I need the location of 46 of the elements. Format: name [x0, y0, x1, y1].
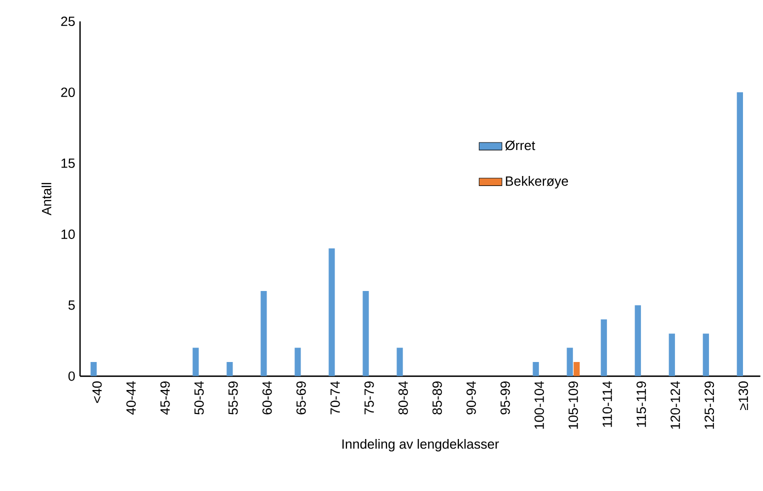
y-tick-label: 10 [62, 230, 75, 240]
bar [574, 362, 580, 376]
bar [396, 348, 403, 376]
y-axis-title: Antall [42, 183, 52, 216]
bar [192, 348, 199, 376]
y-tick-label: 5 [68, 300, 75, 310]
bar [532, 362, 539, 376]
x-tick-label: 60-64 [262, 381, 272, 414]
x-tick-label: 85-89 [432, 382, 442, 414]
x-tick-label: 80-84 [398, 381, 408, 414]
y-tick-label: 15 [62, 158, 75, 168]
bar [634, 305, 641, 376]
bar [328, 248, 335, 376]
x-tick-label: <40 [92, 381, 102, 403]
x-tick-label: 105-109 [568, 382, 578, 429]
x-axis-title: Inndeling av lengdeklasser [342, 439, 499, 452]
bar [668, 334, 675, 376]
x-tick-label: 65-69 [296, 382, 306, 414]
x-tick-label: 100-104 [534, 381, 544, 429]
x-tick-label: 70-74 [330, 381, 340, 414]
x-tick-label: 45-49 [160, 382, 170, 415]
bar [566, 348, 573, 376]
bar [702, 334, 709, 376]
bar [736, 92, 743, 376]
x-tick-label: 95-99 [500, 382, 510, 414]
x-tick-label: 40-44 [126, 381, 136, 415]
bar [90, 362, 97, 376]
y-tick-label: 0 [68, 372, 75, 381]
bar [362, 291, 369, 376]
x-tick-label: ≥130 [738, 381, 748, 410]
x-tick-label: 75-79 [364, 382, 374, 414]
y-tick-label: 20 [61, 88, 75, 98]
x-tick-label: 125-129 [704, 382, 714, 429]
legend-label: Ørret [505, 140, 536, 150]
bar [294, 348, 301, 376]
y-tick-label: 25 [61, 16, 75, 26]
x-tick-label: 90-94 [466, 381, 476, 414]
x-tick-label: 120-124 [670, 381, 680, 429]
x-tick-label: 115-119 [636, 382, 646, 427]
bar [226, 362, 233, 376]
bar [600, 319, 607, 376]
x-tick-label: 55-59 [228, 382, 238, 415]
x-tick-label: 50-54 [194, 381, 204, 415]
bar [260, 291, 267, 376]
legend-label: Bekkerøye [506, 176, 568, 189]
x-tick-label: 110-114 [602, 381, 612, 427]
